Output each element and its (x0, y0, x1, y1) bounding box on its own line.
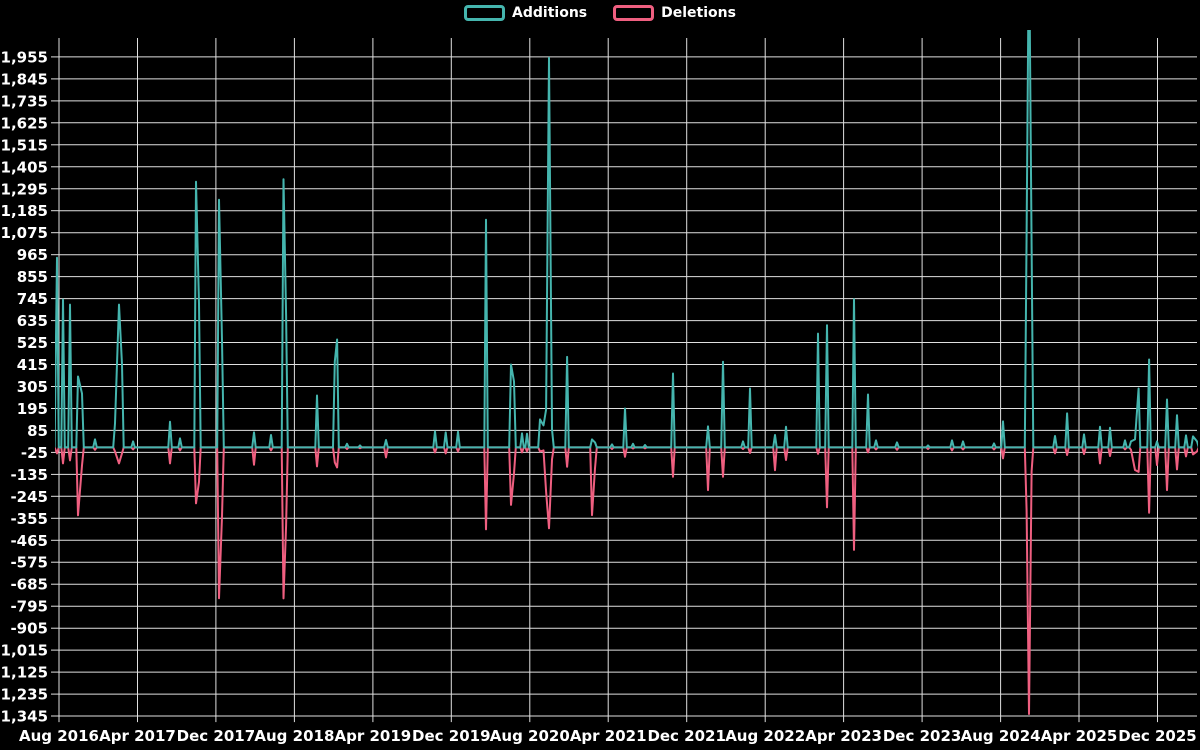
legend: Additions Deletions (0, 5, 1200, 21)
y-tick-label: 855 (17, 268, 48, 286)
y-tick-label: 1,515 (1, 136, 48, 154)
y-tick-label: 1,735 (1, 92, 48, 110)
x-tick-label: Aug 2024 (961, 727, 1041, 745)
x-tick-label: Apr 2021 (570, 727, 647, 745)
deletions-label: Deletions (661, 5, 736, 21)
y-tick-label: -1,235 (0, 686, 48, 704)
y-tick-label: 195 (17, 400, 48, 418)
y-tick-label: -245 (10, 488, 48, 506)
deletions-swatch-icon (613, 5, 655, 21)
x-tick-label: Aug 2020 (490, 727, 570, 745)
y-tick-label: 745 (17, 290, 48, 308)
deletions-line (55, 446, 1198, 715)
y-tick-label: -795 (10, 598, 48, 616)
y-tick-label: -135 (10, 466, 48, 484)
y-tick-label: -685 (10, 576, 48, 594)
x-tick-label: Aug 2016 (19, 727, 99, 745)
additions-label: Additions (512, 5, 588, 21)
y-tick-label: 1,625 (1, 114, 48, 132)
y-tick-label: 85 (27, 422, 48, 440)
y-tick-label: 1,075 (1, 224, 48, 242)
y-tick-label: 965 (17, 246, 48, 264)
y-tick-label: -1,015 (0, 642, 48, 660)
y-tick-label: -1,125 (0, 664, 48, 682)
x-tick-label: Aug 2022 (725, 727, 805, 745)
additions-line (55, 30, 1198, 449)
legend-item-deletions[interactable]: Deletions (613, 5, 736, 21)
y-tick-label: -1,345 (0, 708, 48, 726)
legend-item-additions[interactable]: Additions (464, 5, 587, 21)
x-tick-label: Apr 2017 (99, 727, 176, 745)
x-tick-label: Dec 2019 (412, 727, 491, 745)
x-tick-label: Aug 2018 (254, 727, 334, 745)
x-tick-label: Dec 2025 (1118, 727, 1197, 745)
y-tick-label: 305 (17, 378, 48, 396)
y-tick-label: 1,295 (1, 180, 48, 198)
y-tick-label: -905 (10, 620, 48, 638)
x-tick-label: Dec 2023 (883, 727, 962, 745)
y-tick-label: -465 (10, 532, 48, 550)
y-tick-label: 1,405 (1, 158, 48, 176)
x-tick-label: Apr 2023 (805, 727, 882, 745)
x-tick-label: Apr 2025 (1041, 727, 1118, 745)
y-tick-label: -25 (21, 444, 48, 462)
y-tick-label: -355 (10, 510, 48, 528)
x-tick-label: Dec 2017 (177, 727, 256, 745)
additions-swatch-icon (464, 5, 506, 21)
y-tick-label: 415 (17, 356, 48, 374)
y-tick-label: 1,185 (1, 202, 48, 220)
y-tick-label: -575 (10, 554, 48, 572)
x-tick-label: Apr 2019 (335, 727, 412, 745)
y-tick-label: 1,955 (1, 48, 48, 66)
y-tick-label: 525 (17, 334, 48, 352)
y-tick-label: 1,845 (1, 70, 48, 88)
y-tick-label: 635 (17, 312, 48, 330)
x-tick-label: Dec 2021 (647, 727, 726, 745)
